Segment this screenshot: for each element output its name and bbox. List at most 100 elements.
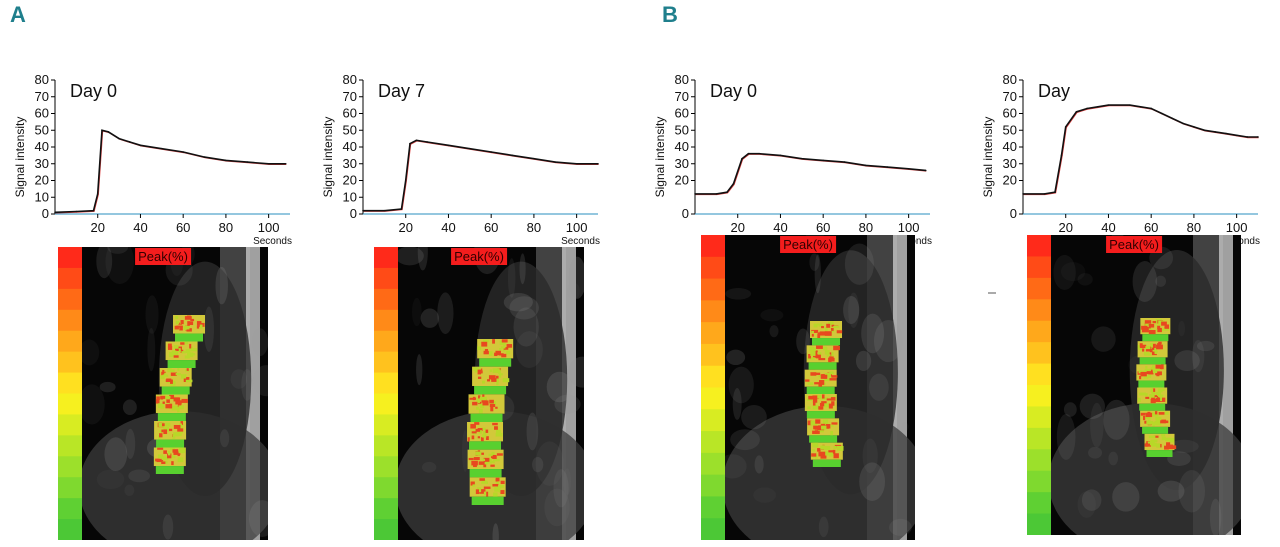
perfusion-speckle [501,339,508,343]
data-point [1182,122,1185,125]
perfusion-speckle [180,424,183,430]
perfusion-speckle [818,380,825,385]
perfusion-speckle [185,379,193,383]
perfusion-speckle [1149,394,1155,398]
perfusion-speckle [165,404,171,409]
perfusion-speckle [183,377,188,382]
tissue-texture [732,387,742,420]
perfusion-speckle [817,394,822,399]
y-tick-label: 80 [35,72,49,87]
perfusion-speckle [1157,325,1161,330]
perfusion-speckle [1145,365,1148,369]
intervertebral-disc [471,496,504,505]
tissue-texture [203,306,214,353]
perfusion-speckle [161,456,167,460]
perfusion-speckle [177,428,184,432]
perfusion-speckle [830,424,834,427]
perfusion-speckle [814,430,820,434]
perfusion-speckle [496,429,501,435]
x-axis-label: Seconds [253,236,292,247]
y-tick-label: 70 [1003,89,1017,104]
data-point [747,152,750,155]
spine-overlay [153,315,206,474]
tissue-texture [535,441,564,486]
perfusion-speckle [177,457,184,463]
perfusion-speckle [173,425,181,429]
color-scale-step [701,235,725,258]
tissue-texture [99,381,116,393]
perfusion-speckle [1142,348,1145,352]
perfusion-speckle [184,355,190,359]
data-point [225,159,227,162]
tissue-texture [818,516,829,538]
y-tick-label: 60 [35,106,49,121]
intervertebral-disc [806,411,835,419]
data-point [1257,136,1259,138]
perfusion-speckle [169,394,175,400]
perfusion-speckle [471,431,477,434]
perfusion-speckle [1164,445,1169,450]
y-tick-label: 60 [1003,106,1017,121]
perfusion-speckle [173,451,181,455]
perfusion-speckle [833,445,837,449]
perfusion-speckle [179,447,185,452]
perfusion-speckle [163,372,167,376]
perfusion-speckle [810,351,816,356]
x-tick-label: 80 [527,220,541,235]
perfusion-speckle [833,453,839,459]
tissue-texture [420,308,439,328]
color-scale-step [374,267,398,290]
perfusion-speckle [499,373,502,378]
color-scale-step [1027,363,1051,386]
tissue-texture [78,384,105,425]
color-scale-step [701,300,725,323]
perfusion-speckle [479,396,487,401]
perfusion-speckle [811,330,815,333]
tissue-texture [417,247,428,271]
perfusion-speckle [828,450,835,453]
perfusion-speckle [172,455,176,459]
perfusion-speckle [1157,390,1163,393]
perfusion-speckle [472,396,476,401]
perfusion-speckle [815,350,818,353]
color-scale-step [1027,299,1051,322]
perfusion-speckle [169,403,173,409]
data-point [284,162,287,165]
perfusion-speckle [808,395,814,400]
perfusion-speckle [807,406,811,409]
perfusion-speckle [506,344,513,348]
data-point [203,156,206,158]
perfusion-speckle [157,454,164,458]
perfusion-speckle [1137,397,1141,402]
y-tick-label: 30 [675,156,689,171]
data-point [128,141,131,143]
data-point [1060,154,1063,157]
tissue-texture [1053,254,1076,290]
perfusion-speckle [1154,368,1160,371]
tissue-texture [843,295,860,325]
signal-line [363,139,598,212]
perfusion-speckle [162,374,169,377]
perfusion-speckle [1153,435,1159,438]
data-point [1214,131,1217,133]
color-scale-step [701,474,725,497]
panel-label-b: B [662,2,678,27]
perfusion-speckle [499,340,506,345]
color-scale-step [374,519,398,540]
intervertebral-disc [175,333,204,342]
perfusion-speckle [1145,346,1151,350]
perfusion-speckle [483,350,489,355]
perfusion-speckle [172,434,176,439]
perfusion-speckle [481,427,486,430]
perfusion-speckle [821,397,829,400]
perfusion-speckle [815,372,821,376]
mri-map-a-day7: Peak(%) [374,247,584,540]
chart-title: Day 0 [710,81,757,101]
perfusion-speckle [482,394,485,398]
x-tick-label: 60 [816,220,830,235]
perfusion-speckle [1155,364,1163,370]
mri-map-b-day0: Peak(%) [701,235,915,540]
intervertebral-disc [1138,380,1165,388]
perfusion-speckle [468,457,474,461]
perfusion-speckle [173,350,177,355]
